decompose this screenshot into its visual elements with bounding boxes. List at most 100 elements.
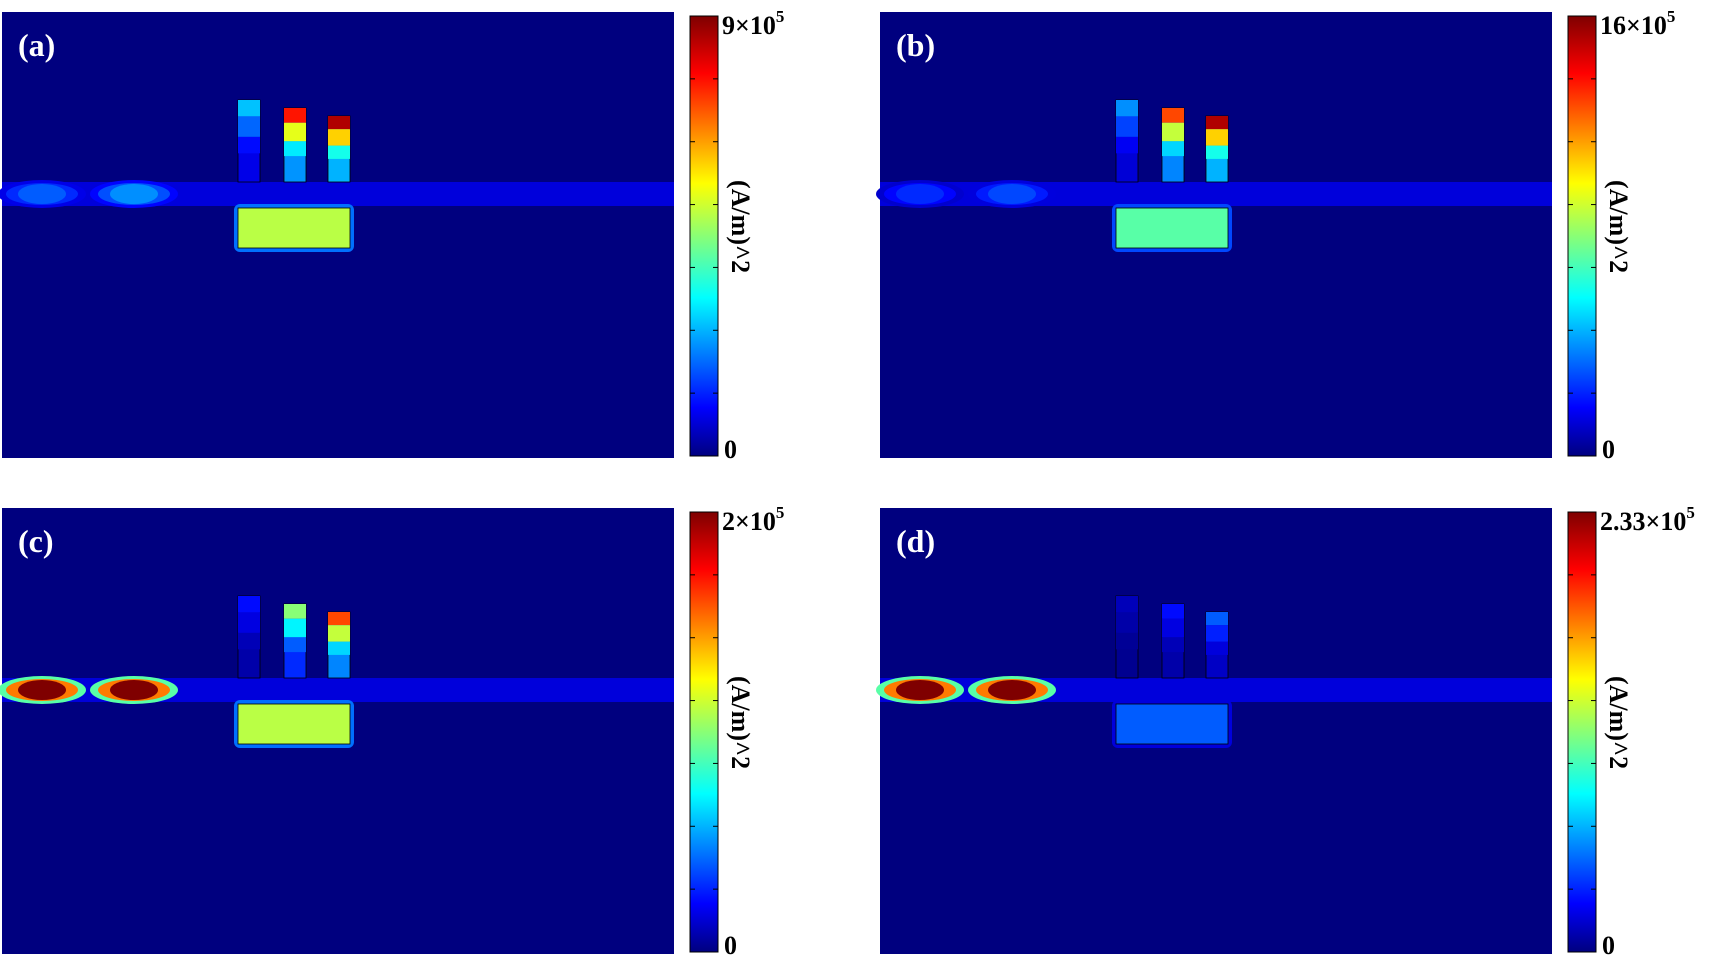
waveguide-hotspot-1 [0, 180, 86, 208]
cavity-bar-body [1115, 207, 1229, 249]
colorbar-unit-label: (A/m)^2 [1604, 180, 1633, 273]
waveguide-hotspot-1-core [896, 184, 944, 204]
pillar-2 [283, 603, 307, 679]
waveguide-hotspot-1 [876, 676, 964, 704]
waveguide-hotspot-2-core [110, 184, 158, 204]
pillar-3-top [1206, 116, 1228, 130]
pillar-2-top [1162, 108, 1184, 123]
colorbar-min-label: 0 [1602, 931, 1615, 960]
pillar-2-low [284, 141, 306, 157]
colorbar [689, 511, 719, 953]
pillar-3-low [328, 641, 350, 655]
pillar-3-low [1206, 641, 1228, 655]
waveguide-hotspot-2-core [988, 184, 1036, 204]
pillar-3 [327, 611, 351, 679]
cavity-bar [1112, 700, 1232, 748]
colorbar-unit-label: (A/m)^2 [726, 676, 755, 769]
waveguide-hotspot-1-core [896, 680, 944, 700]
pillar-2 [283, 107, 307, 183]
panel-c: (c) 2×105 0 (A/m)^2 [0, 496, 800, 961]
pillar-3-mid [1206, 625, 1228, 642]
cavity-bar-body [237, 703, 351, 745]
pillar-1-mid [1116, 116, 1138, 137]
pillar-1-low [1116, 632, 1138, 650]
pillar-3-mid [1206, 129, 1228, 146]
colorbar-max-label: 2×105 [722, 503, 784, 536]
pillar-1-low [1116, 136, 1138, 154]
pillar-1-top [238, 596, 260, 613]
field-plot-d: (d) 2.33×105 0 (A/m)^2 [876, 503, 1695, 960]
cavity-bar-body [1115, 703, 1229, 745]
pillar-1 [237, 595, 261, 679]
pillar-2-low [1162, 141, 1184, 157]
colorbar-min-label: 0 [724, 435, 737, 464]
pillar-1-top [1116, 100, 1138, 117]
pillar-3-mid [328, 129, 350, 146]
pillar-3-top [328, 116, 350, 130]
colorbar-unit-label: (A/m)^2 [726, 180, 755, 273]
panel-label: (d) [896, 523, 935, 559]
panel-b: (b) 16×105 0 (A/m)^2 [876, 0, 1678, 465]
waveguide-hotspot-1 [876, 180, 964, 208]
pillar-2-low [284, 637, 306, 653]
pillar-2-mid [1162, 618, 1184, 638]
colorbar [1567, 511, 1597, 953]
waveguide-hotspot-2 [90, 676, 178, 704]
pillar-3-low [328, 145, 350, 159]
colorbar-max-label: 9×105 [722, 7, 784, 40]
cavity-bar [1112, 204, 1232, 252]
pillar-2-mid [1162, 122, 1184, 142]
pillar-2-mid [284, 618, 306, 638]
waveguide-hotspot-2-core [988, 680, 1036, 700]
pillar-1-low [238, 136, 260, 154]
pillar-1-mid [1116, 612, 1138, 633]
panel-label: (b) [896, 27, 935, 63]
waveguide-hotspot-1-core [18, 184, 66, 204]
pillar-2-top [1162, 604, 1184, 619]
pillar-2 [1161, 603, 1185, 679]
pillar-3-top [328, 612, 350, 626]
waveguide-hotspot-2 [90, 180, 178, 208]
colorbar-max-label: 16×105 [1600, 7, 1675, 40]
pillar-3 [1205, 611, 1229, 679]
pillar-1-low [238, 632, 260, 650]
cavity-bar [234, 204, 354, 252]
pillar-2-mid [284, 122, 306, 142]
cavity-bar-body [237, 207, 351, 249]
pillar-3 [327, 115, 351, 183]
cavity-bar [234, 700, 354, 748]
pillar-1-top [238, 100, 260, 117]
panel-a: (a) 9×105 0 (A/m)^2 [0, 0, 800, 465]
waveguide-hotspot-1-core [18, 680, 66, 700]
field-plot-a: (a) 9×105 0 (A/m)^2 [0, 7, 784, 464]
pillar-2-low [1162, 637, 1184, 653]
pillar-1-mid [238, 116, 260, 137]
field-plot-b: (b) 16×105 0 (A/m)^2 [876, 7, 1675, 464]
waveguide-hotspot-1 [0, 676, 86, 704]
pillar-3-mid [328, 625, 350, 642]
colorbar [1567, 15, 1597, 457]
pillar-3-low [1206, 145, 1228, 159]
waveguide-hotspot-2-core [110, 680, 158, 700]
panel-label: (a) [18, 27, 55, 63]
colorbar [689, 15, 719, 457]
waveguide-hotspot-2 [968, 180, 1056, 208]
pillar-1 [1115, 595, 1139, 679]
colorbar-min-label: 0 [1602, 435, 1615, 464]
pillar-3-top [1206, 612, 1228, 626]
pillar-3 [1205, 115, 1229, 183]
waveguide-hotspot-2 [968, 676, 1056, 704]
colorbar-unit-label: (A/m)^2 [1604, 676, 1633, 769]
colorbar-max-label: 2.33×105 [1600, 503, 1695, 536]
field-plot-c: (c) 2×105 0 (A/m)^2 [0, 503, 784, 960]
pillar-2 [1161, 107, 1185, 183]
panel-d: (d) 2.33×105 0 (A/m)^2 [876, 496, 1695, 961]
pillar-1-mid [238, 612, 260, 633]
pillar-2-top [284, 108, 306, 123]
pillar-1 [237, 99, 261, 183]
panel-label: (c) [18, 523, 54, 559]
colorbar-min-label: 0 [724, 931, 737, 960]
pillar-1 [1115, 99, 1139, 183]
pillar-2-top [284, 604, 306, 619]
pillar-1-top [1116, 596, 1138, 613]
